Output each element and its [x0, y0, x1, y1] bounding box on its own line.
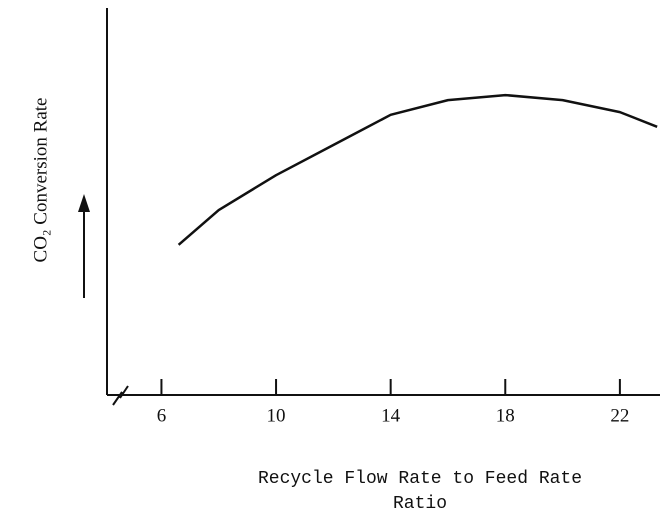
line — [177, 93, 658, 246]
x-tick-label: 10 — [267, 405, 286, 426]
x-axis-label: Ratio — [393, 494, 447, 514]
x-tick-label: 22 — [610, 405, 629, 426]
y-axis-label: CO₂ Conversion Rate — [30, 98, 51, 263]
x-tick-label: 18 — [496, 405, 515, 426]
x-axis-label: Recycle Flow Rate to Feed Rate — [258, 469, 582, 489]
axis-break — [112, 385, 129, 406]
x-tick-label: 6 — [157, 405, 167, 426]
x-tick-label: 14 — [381, 405, 401, 426]
arrow-head — [78, 194, 90, 212]
